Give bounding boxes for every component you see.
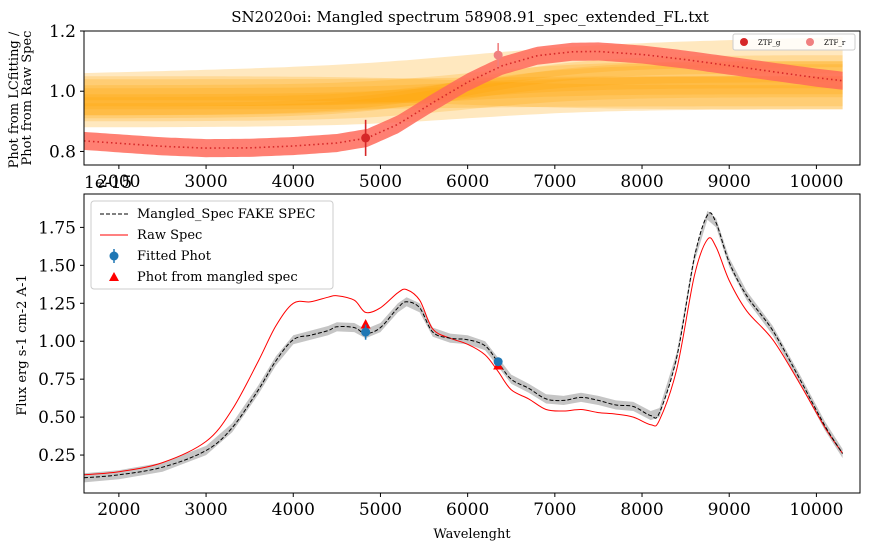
bottom-ytick-label-1: 0.50	[38, 408, 76, 428]
spectrum-panel: 2000 3000 4000 5000 6000 7000 8000 9000 10000 0.2…	[15, 193, 861, 542]
mangled-uncertainty-band	[84, 210, 843, 483]
bottom-ytick-label-0: 0.25	[38, 446, 76, 466]
legend-marker-fitted	[109, 251, 119, 261]
top-legend: ZTF_g ZTF_r	[732, 33, 856, 51]
legend-marker-ztf-g	[740, 38, 748, 46]
top-axis-ticks: 2000 3000 4000 5000 6000 7000 8000 9000 10000 0.8…	[49, 22, 843, 192]
bottom-xtick-label-4: 6000	[446, 500, 489, 520]
bottom-xtick-label-5: 7000	[533, 500, 576, 520]
legend-label-ztf-g: ZTF_g	[758, 39, 781, 47]
top-y-axis-label-line1: Phot from LCfitting /	[7, 31, 22, 168]
bottom-ytick-label-2: 0.75	[38, 370, 76, 390]
top-xtick-label-8: 10000	[789, 172, 843, 192]
bottom-axis-ticks: 2000 3000 4000 5000 6000 7000 8000 9000 10000 0.2…	[38, 218, 843, 520]
legend-label-triangle: Phot from mangled spec	[137, 270, 298, 285]
bottom-ytick-label-4: 1.25	[38, 294, 76, 314]
bottom-ytick-label-6: 1.75	[38, 218, 76, 238]
bottom-xtick-label-0: 2000	[97, 500, 140, 520]
top-y-axis-label: Phot from LCfitting / Phot from Raw Spec	[7, 28, 35, 169]
bottom-xtick-label-8: 10000	[789, 500, 843, 520]
top-legend-frame	[732, 33, 856, 51]
bottom-x-axis-label: Wavelenght	[433, 527, 511, 542]
top-ytick-label-0: 0.8	[49, 142, 76, 162]
top-xtick-label-4: 6000	[446, 172, 489, 192]
top-xtick-label-1: 3000	[184, 172, 227, 192]
top-ytick-label-2: 1.2	[49, 22, 76, 42]
legend-label-mangled: Mangled_Spec FAKE SPEC	[137, 207, 316, 222]
top-xtick-label-7: 9000	[708, 172, 751, 192]
mangled-phot-triangle-0	[360, 319, 371, 329]
bottom-ytick-label-5: 1.50	[38, 256, 76, 276]
ratio-mangle-band	[84, 42, 843, 158]
legend-label-fitted: Fitted Phot	[137, 249, 212, 264]
ratio-dotted-line	[84, 50, 843, 149]
ratio-curve	[84, 42, 843, 158]
top-xtick-label-0: 2000	[97, 172, 140, 192]
bottom-xtick-label-3: 5000	[359, 500, 402, 520]
ratio-points	[361, 43, 503, 156]
bottom-y-axis-label: Flux erg s-1 cm-2 A-1	[15, 274, 30, 415]
bottom-legend-frame	[90, 200, 334, 290]
bottom-xtick-label-1: 3000	[184, 500, 227, 520]
bottom-axes-frame	[83, 193, 861, 494]
spectrum-lines	[84, 212, 844, 479]
legend-label-raw: Raw Spec	[137, 228, 202, 243]
bottom-xtick-label-7: 9000	[708, 500, 751, 520]
ratio-panel: SN2020oi: Mangled spectrum 58908.91_spec…	[7, 8, 861, 193]
legend-marker-triangle	[109, 272, 119, 281]
bottom-xtick-label-2: 4000	[272, 500, 315, 520]
top-y-axis-label-line2: Phot from Raw Spec	[20, 31, 35, 166]
offset-text: 1e-15	[84, 173, 132, 193]
fitted-phot-point-0	[361, 327, 371, 337]
raw-spec-line	[84, 237, 844, 476]
bottom-ytick-label-3: 1.00	[38, 332, 76, 352]
top-axes-frame	[83, 30, 861, 166]
chart-title: SN2020oi: Mangled spectrum 58908.91_spec…	[231, 8, 709, 26]
bottom-legend: Mangled_Spec FAKE SPEC Raw Spec Fitted P…	[90, 200, 334, 290]
ratio-point-ZTF_g	[361, 133, 371, 143]
ratio-point-ZTF_r	[493, 50, 503, 60]
fitted-phot-point-1	[493, 357, 503, 367]
top-xtick-label-3: 5000	[359, 172, 402, 192]
top-ytick-label-1: 1.0	[49, 82, 76, 102]
spectrum-points	[360, 319, 504, 370]
legend-label-ztf-r: ZTF_r	[824, 39, 846, 47]
mangled-band-fill	[84, 210, 843, 483]
legend-marker-ztf-r	[806, 38, 814, 46]
bottom-xtick-label-6: 8000	[620, 500, 663, 520]
top-xtick-label-5: 7000	[533, 172, 576, 192]
mangled-spec-line	[84, 212, 844, 479]
top-xtick-label-2: 4000	[272, 172, 315, 192]
top-xtick-label-6: 8000	[620, 172, 663, 192]
